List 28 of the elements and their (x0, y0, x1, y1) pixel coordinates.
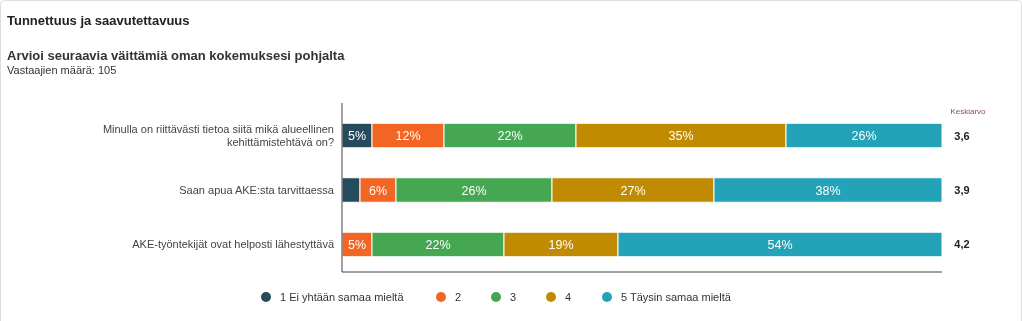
legend-label: 3 (510, 291, 517, 303)
y-tick-label: AKE-työntekijät ovat helposti lähestyttävä (132, 238, 335, 251)
data-label: 5% (347, 129, 367, 144)
data-label: 54% (767, 237, 793, 252)
data-label: 35% (668, 129, 694, 144)
data-label: 26% (851, 129, 877, 144)
text: 3,6 (954, 129, 970, 142)
text: Vastaajien määrä: 105 (7, 64, 117, 76)
y-tick-label: Minulla on riittävästi tietoa siitä mikä alueellinen kehittämistehtävä on? (102, 123, 334, 149)
data-label: 6% (368, 183, 388, 198)
text: 4,2 (954, 238, 970, 251)
text: 3,9 (954, 184, 970, 196)
data-label: 19% (548, 237, 574, 252)
legend-label: 2 (455, 291, 462, 303)
data-label: 27% (620, 183, 646, 198)
text: Tunnettuus ja saavutettavuus (7, 13, 190, 28)
data-label: 12% (395, 129, 421, 144)
legend-label: 5 Täysin samaa mieltä (621, 291, 732, 303)
y-tick-label: Saan apua AKE:sta tarvittaessa (179, 184, 335, 196)
data-label: 22% (497, 129, 523, 144)
legend-label: 4 (565, 291, 572, 303)
data-label: 26% (461, 183, 487, 198)
legend-label: 1 Ei yhtään samaa mieltä (280, 291, 405, 303)
data-label: 38% (815, 183, 841, 198)
data-label: 22% (425, 237, 451, 252)
text: Keskiarvo (950, 107, 987, 116)
text: Arvioi seuraavia väittämiä oman kokemuksesi pohjalta (7, 48, 346, 63)
data-label: 5% (347, 237, 367, 252)
